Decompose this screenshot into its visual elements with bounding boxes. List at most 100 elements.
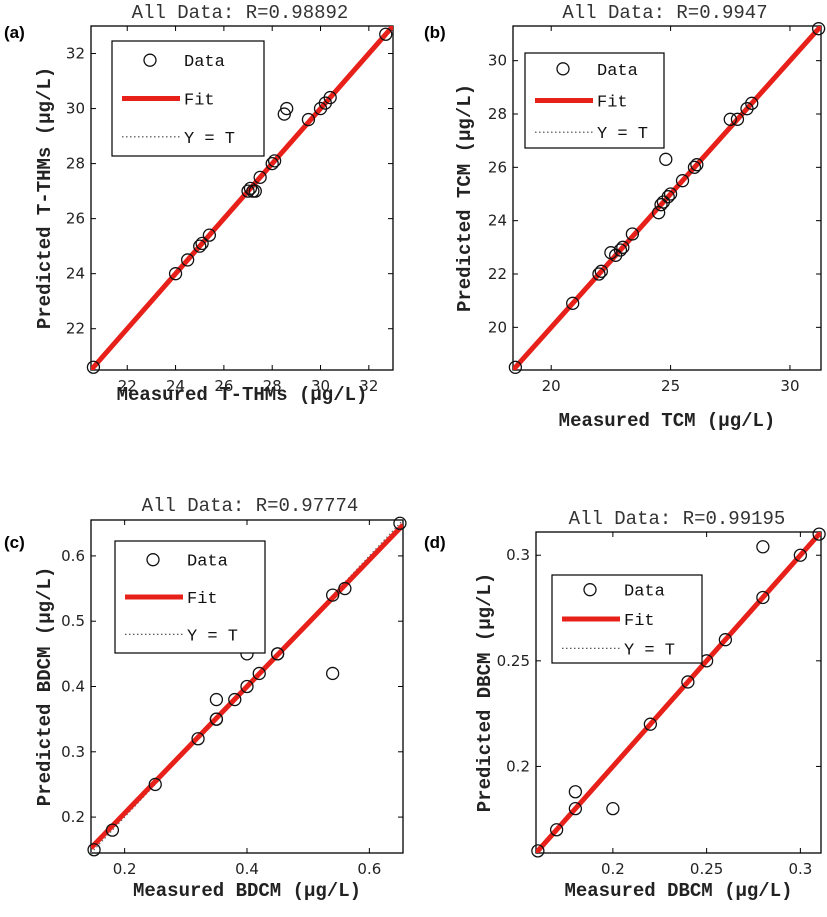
x-tick-label: 24	[166, 377, 185, 395]
y-tick-label: 0.3	[506, 546, 530, 564]
data-point	[240, 679, 254, 694]
y-axis-label: Predicted TCM (μg/L)	[454, 84, 476, 312]
data-point	[325, 666, 340, 681]
chart-title: All Data: R=0.97774	[142, 495, 359, 517]
chart-title: All Data: R=0.99195	[569, 508, 786, 530]
fit-line	[91, 523, 403, 850]
legend-label-data: Data	[187, 553, 228, 572]
data-point	[690, 158, 704, 172]
data-point	[568, 802, 583, 816]
chart-title: All Data: R=0.9947	[562, 2, 767, 24]
y-axis-label: Predicted DBCM (μg/L)	[474, 573, 496, 812]
x-tick-label: 30	[780, 377, 799, 395]
data-point	[191, 732, 205, 746]
y-tick-label: 30	[488, 52, 507, 70]
x-tick-label: 30	[311, 377, 330, 395]
data-point	[681, 675, 695, 689]
x-axis-label: Measured TCM (μg/L)	[559, 410, 776, 432]
y-tick-label: 0.2	[61, 808, 85, 826]
fit-line	[536, 532, 821, 853]
data-point	[549, 823, 564, 837]
data-point	[209, 692, 224, 707]
panel-3: (d) All Data: R=0.99195 0.2 0.25 0.3 0.2 0.25 0…	[424, 508, 826, 902]
data-point	[606, 802, 620, 816]
legend: Data Fit Y = T	[111, 40, 265, 157]
y-tick-label: 0.5	[61, 612, 85, 630]
y-tick-label: 26	[488, 158, 507, 176]
data-point	[338, 581, 352, 596]
x-tick-label: 0.4	[235, 860, 259, 878]
data-point	[180, 253, 195, 267]
data-point	[594, 264, 608, 278]
y-tick-label: 30	[66, 100, 85, 118]
data-point	[86, 360, 101, 374]
panel-label: (b)	[424, 23, 446, 42]
data-point	[663, 187, 678, 201]
legend-marker-data	[556, 62, 570, 76]
x-tick-label: 0.2	[601, 860, 625, 878]
data-point	[87, 843, 101, 857]
data-point	[202, 228, 217, 242]
data-point	[241, 184, 255, 198]
data-point	[661, 190, 675, 204]
data-point	[168, 267, 183, 281]
y-axis-label: Predicted BDCM (μg/L)	[34, 567, 56, 806]
y-tick-label: 0.6	[61, 547, 85, 565]
legend-box	[111, 40, 265, 157]
x-tick-label: 32	[359, 377, 378, 395]
legend-marker-data	[146, 553, 160, 567]
x-axis-label: Measured DBCM (μg/L)	[564, 880, 792, 902]
data-point	[105, 823, 120, 837]
data-point	[267, 154, 282, 168]
x-axis-label: Measured BDCM (μg/L)	[133, 880, 361, 902]
y-tick-label: 26	[66, 210, 85, 228]
legend-label-fit: Fit	[597, 94, 628, 113]
data-point	[592, 267, 606, 281]
y-tick-label: 28	[488, 105, 507, 123]
legend: Data Fit Y = T	[551, 574, 703, 664]
data-point	[659, 152, 673, 166]
legend-label-data: Data	[597, 62, 638, 81]
data-point	[228, 692, 242, 707]
legend-label-identity: Y = T	[184, 130, 235, 149]
data-point	[265, 156, 279, 171]
panel-0: (a) All Data: R=0.98892 22 24 26 28 30 32 22 24 26…	[4, 2, 394, 406]
data-point	[793, 548, 808, 562]
data-point	[643, 717, 658, 731]
y-tick-label: 0.4	[61, 678, 85, 696]
y-tick-label: 0.25	[497, 652, 530, 670]
panel-label: (c)	[4, 533, 25, 552]
y-tick-label: 24	[66, 265, 85, 283]
panel-label: (a)	[4, 23, 25, 42]
panel-label: (d)	[424, 533, 446, 552]
x-tick-label: 0.6	[357, 860, 381, 878]
data-point	[745, 96, 759, 110]
y-axis-label: Predicted T-THMs (μg/L)	[34, 67, 56, 329]
data-point	[195, 236, 209, 251]
y-tick-label: 22	[66, 320, 85, 338]
legend-marker-data	[583, 583, 597, 597]
data-point	[568, 785, 583, 799]
x-tick-label: 0.2	[113, 860, 137, 878]
data-point	[756, 540, 770, 554]
legend-label-identity: Y = T	[624, 641, 675, 660]
data-point	[379, 27, 393, 41]
data-point	[812, 527, 826, 541]
y-tick-label: 20	[488, 318, 507, 336]
x-tick-label: 0.25	[690, 860, 723, 878]
x-tick-label: 20	[542, 377, 561, 395]
x-tick-label: 0.3	[788, 860, 812, 878]
legend-label-identity: Y = T	[597, 125, 648, 144]
fit-line	[91, 26, 393, 370]
legend-label-identity: Y = T	[187, 627, 238, 646]
y-tick-label: 28	[66, 155, 85, 173]
data-point	[252, 666, 266, 681]
data-point	[625, 227, 640, 241]
data-point	[325, 588, 340, 602]
x-tick-label: 25	[661, 377, 680, 395]
data-point	[248, 184, 262, 198]
data-point	[209, 712, 224, 726]
data-point	[651, 206, 666, 220]
y-tick-label: 0.3	[61, 743, 85, 761]
